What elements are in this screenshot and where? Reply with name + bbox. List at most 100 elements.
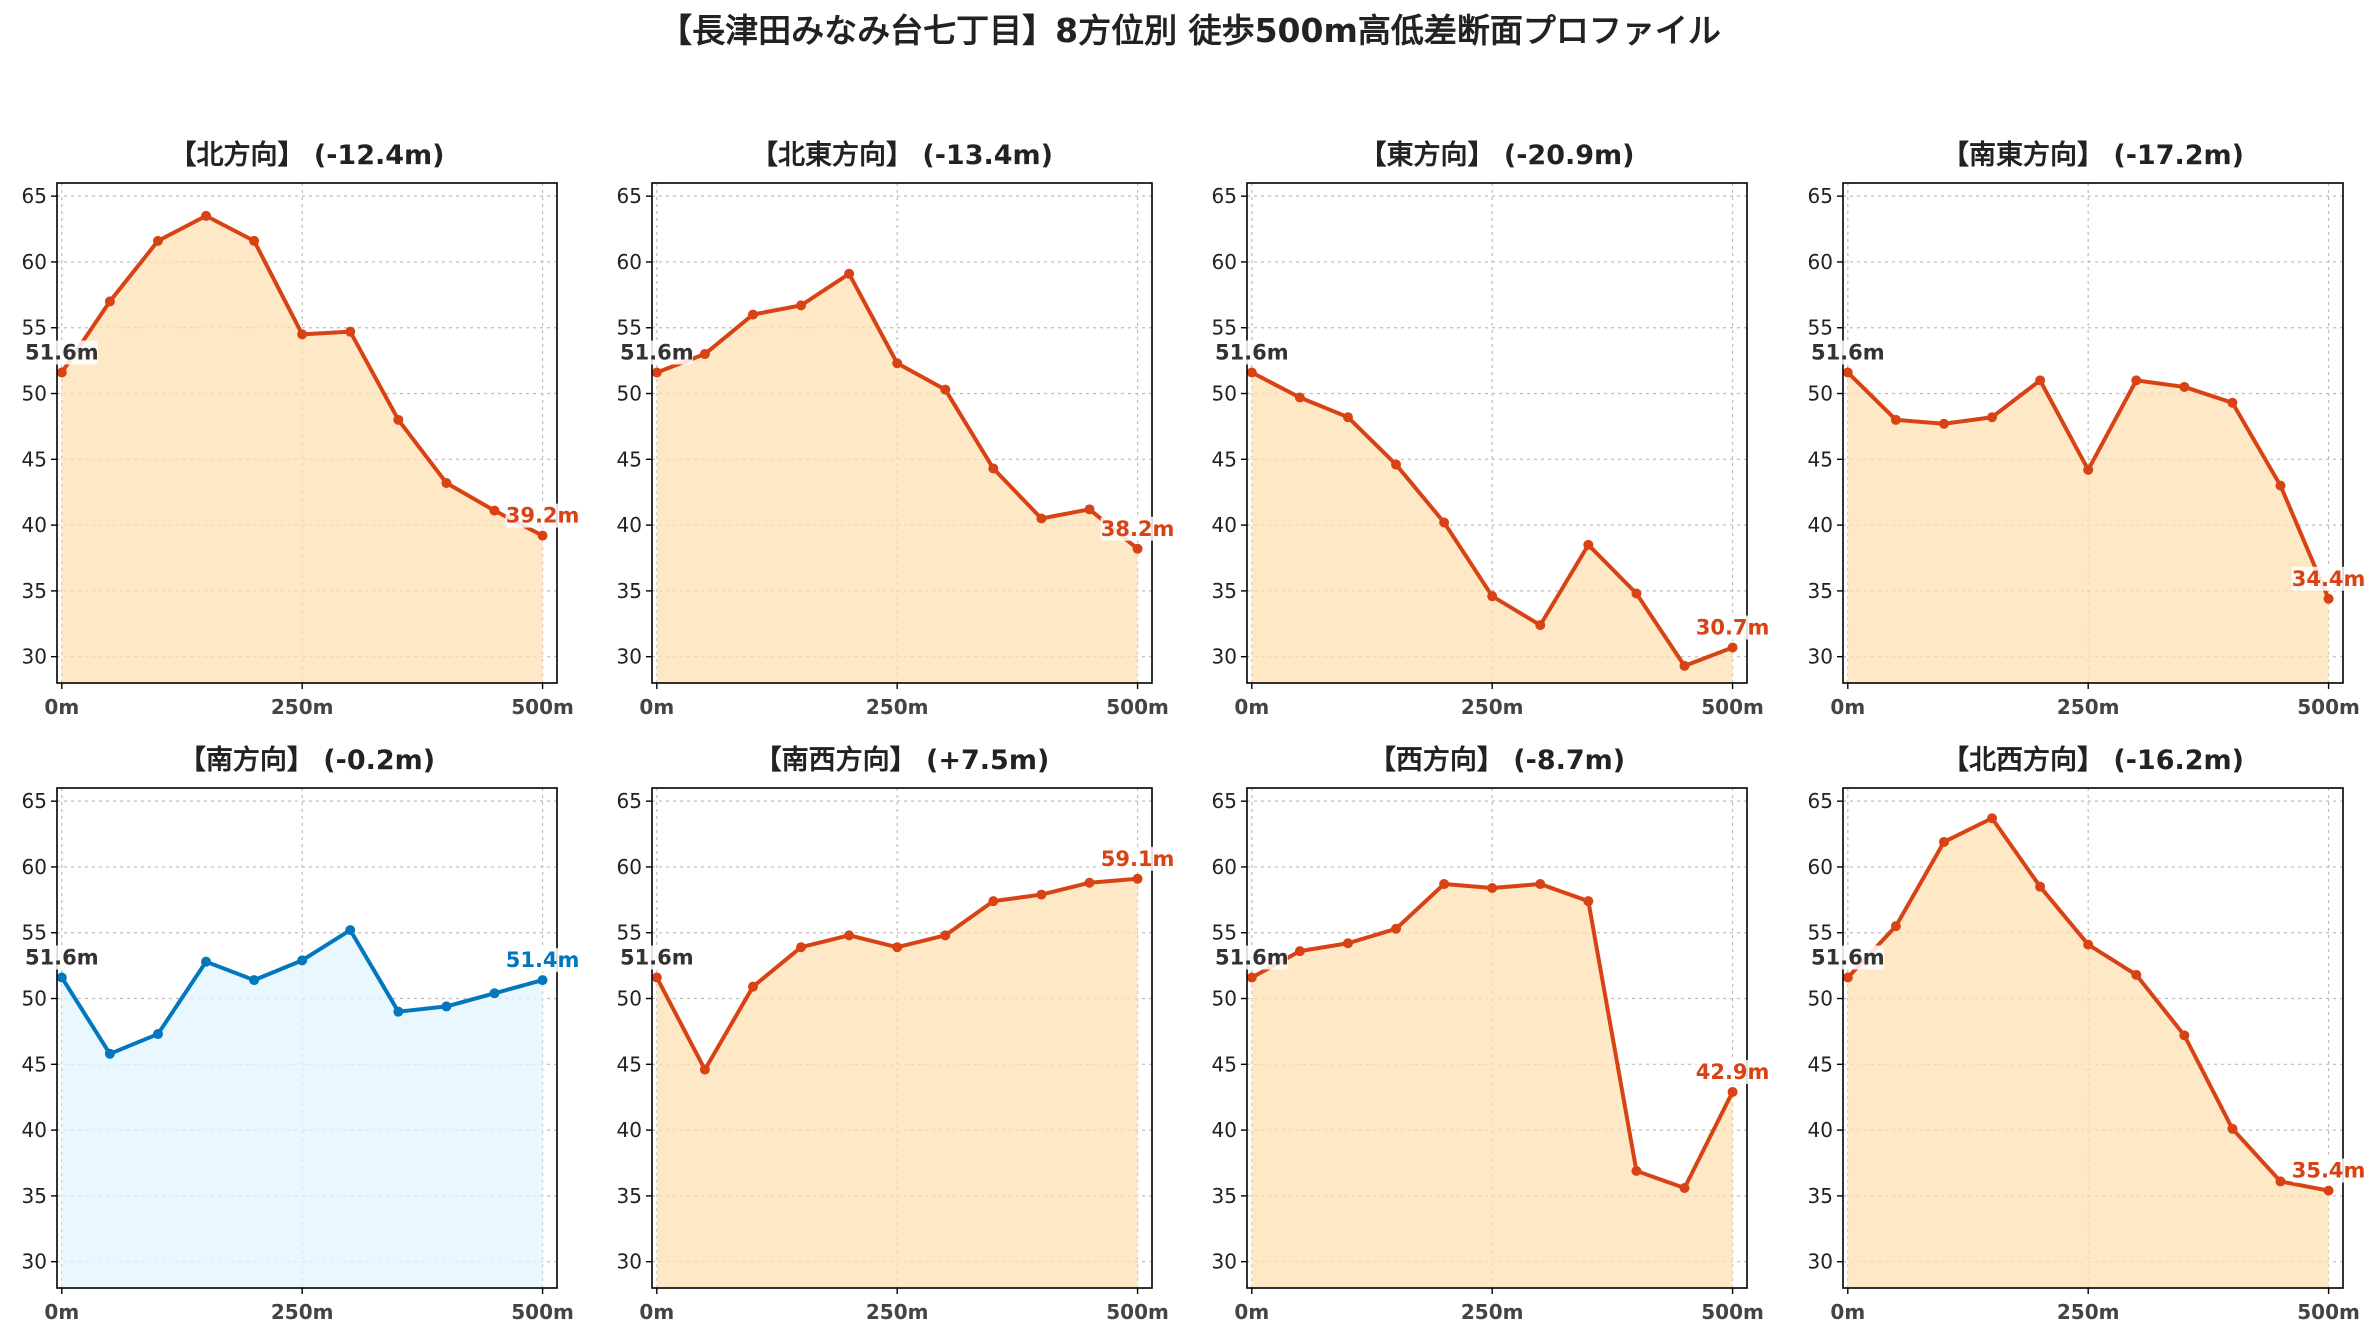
- y-tick-label: 30: [1212, 645, 1237, 669]
- data-point: [1342, 938, 1353, 949]
- data-point: [1679, 660, 1690, 671]
- data-point: [1391, 459, 1402, 470]
- y-tick-label: 60: [1808, 855, 1833, 879]
- y-tick-label: 55: [1808, 316, 1833, 340]
- start-label: 51.6m: [25, 945, 99, 969]
- start-label-box: [1215, 340, 1288, 365]
- axes-frame: [56, 182, 558, 684]
- chart-title: 【東方向】 (-20.9m): [1359, 139, 1634, 171]
- y-tick-label: 65: [1212, 184, 1237, 208]
- data-point: [2323, 593, 2334, 604]
- y-tick-label: 55: [617, 316, 642, 340]
- profile-area: [656, 878, 1138, 1288]
- chart-5-panel: 【南西方向】 (+7.5m) 30 35 40 45 50 55 60 65 0m 250m 500m…: [617, 744, 1175, 1324]
- data-point: [651, 972, 662, 983]
- data-point: [249, 235, 260, 246]
- x-tick-label: 500m: [2297, 1300, 2360, 1324]
- x-tick-label: 250m: [866, 1300, 929, 1324]
- data-point: [796, 942, 807, 953]
- data-point: [393, 414, 404, 425]
- y-tick-label: 45: [22, 1052, 47, 1076]
- data-point: [2083, 464, 2094, 475]
- data-point: [2035, 881, 2046, 892]
- data-point: [1391, 923, 1402, 934]
- data-point: [1342, 412, 1353, 423]
- y-tick-label: 55: [22, 316, 47, 340]
- end-label: 42.9m: [1696, 1060, 1770, 1084]
- data-point: [1987, 813, 1998, 824]
- y-tick-label: 35: [22, 579, 47, 603]
- data-point: [56, 367, 67, 378]
- y-tick-label: 35: [617, 579, 642, 603]
- y-tick-label: 55: [1808, 921, 1833, 945]
- profile-area: [1251, 372, 1733, 683]
- data-point: [1084, 877, 1095, 888]
- chart-title: 【南西方向】 (+7.5m): [755, 744, 1050, 776]
- y-tick-label: 55: [1212, 316, 1237, 340]
- y-tick-label: 50: [1212, 987, 1237, 1011]
- y-tick-label: 50: [1808, 987, 1833, 1011]
- start-label: 51.6m: [1215, 340, 1289, 364]
- y-tick-label: 65: [617, 184, 642, 208]
- x-tick-label: 250m: [1461, 1300, 1524, 1324]
- end-label: 30.7m: [1696, 615, 1770, 639]
- y-tick-label: 40: [1808, 513, 1833, 537]
- y-tick-label: 30: [1808, 645, 1833, 669]
- data-point: [2227, 1123, 2238, 1134]
- data-point: [1294, 392, 1305, 403]
- end-label: 38.2m: [1101, 517, 1175, 541]
- y-tick-label: 60: [1212, 855, 1237, 879]
- data-point: [1487, 883, 1498, 893]
- profile-area: [61, 215, 543, 684]
- y-tick-label: 50: [1808, 382, 1833, 406]
- data-point: [345, 925, 356, 936]
- profile-area: [1847, 372, 2329, 683]
- data-point: [104, 296, 115, 307]
- data-point: [1938, 418, 1949, 429]
- data-point: [2275, 480, 2286, 491]
- data-point: [1084, 504, 1095, 515]
- end-label-box: [1100, 516, 1175, 541]
- data-point: [1439, 517, 1450, 528]
- chart-title: 【西方向】 (-8.7m): [1369, 744, 1625, 776]
- start-label: 51.6m: [1811, 945, 1885, 969]
- data-point: [2179, 381, 2190, 392]
- data-point: [2131, 375, 2142, 386]
- data-point: [1727, 1086, 1738, 1097]
- data-point: [1132, 873, 1143, 884]
- data-point: [1679, 1183, 1690, 1193]
- end-label-box: [505, 948, 580, 973]
- axes-frame: [1842, 787, 2344, 1289]
- end-label-box: [1695, 615, 1770, 640]
- start-label-box: [1811, 945, 1884, 970]
- x-tick-label: 250m: [2057, 1300, 2120, 1324]
- y-tick-label: 35: [617, 1184, 642, 1208]
- y-tick-label: 40: [1212, 513, 1237, 537]
- y-tick-label: 60: [1808, 250, 1833, 274]
- y-tick-label: 35: [1808, 1184, 1833, 1208]
- data-point: [796, 300, 807, 311]
- chart-title: 【北東方向】 (-13.4m): [751, 139, 1053, 171]
- data-point: [988, 463, 999, 474]
- start-label-box: [25, 340, 98, 365]
- y-tick-label: 65: [1808, 789, 1833, 813]
- data-point: [345, 326, 356, 337]
- x-tick-label: 500m: [511, 695, 574, 719]
- start-label: 51.6m: [1811, 340, 1885, 364]
- data-point: [152, 1029, 163, 1040]
- x-tick-label: 500m: [511, 1300, 574, 1324]
- x-tick-label: 500m: [1106, 695, 1169, 719]
- y-tick-label: 65: [1212, 789, 1237, 813]
- end-label-box: [2291, 1158, 2366, 1183]
- axes-frame: [651, 787, 1153, 1289]
- y-tick-label: 45: [1212, 447, 1237, 471]
- start-label: 51.6m: [1215, 945, 1289, 969]
- data-point: [892, 942, 903, 953]
- data-point: [699, 349, 710, 360]
- y-tick-label: 30: [617, 645, 642, 669]
- chart-2-panel: 【東方向】 (-20.9m) 30 35 40 45 50 55 60 65 0m 250m 500m…: [1212, 139, 1770, 719]
- axes-frame: [1246, 787, 1748, 1289]
- y-tick-label: 60: [1212, 250, 1237, 274]
- chart-title: 【南方向】 (-0.2m): [179, 744, 435, 776]
